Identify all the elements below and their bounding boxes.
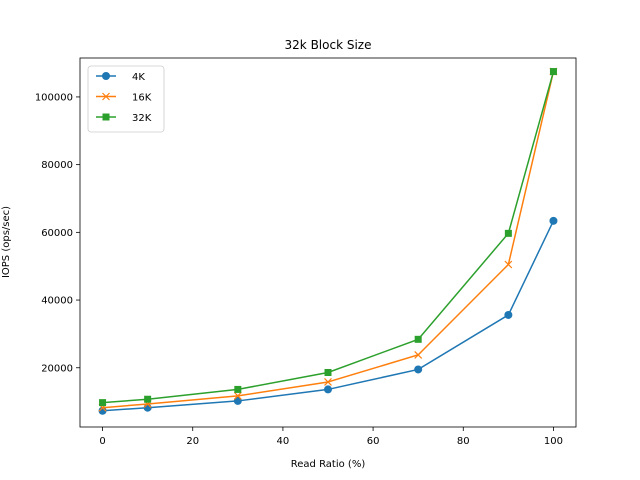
data-point-32k bbox=[144, 395, 152, 403]
y-tick-label: 20000 bbox=[41, 363, 73, 374]
plot-area: 0 20 40 60 80 100 20000 40000 60000 80000 100000 bbox=[35, 67, 563, 447]
data-point-16k bbox=[504, 260, 513, 269]
x-tick-label: 100 bbox=[544, 436, 563, 447]
legend: 4K 16K 32K bbox=[87, 65, 165, 133]
data-point-32k bbox=[549, 68, 557, 76]
data-point-32k bbox=[504, 229, 512, 237]
x-tick-label: 80 bbox=[457, 436, 470, 447]
y-tick-label: 100000 bbox=[35, 92, 73, 103]
data-point-4k bbox=[98, 406, 107, 415]
legend-label-4k: 4K bbox=[132, 72, 145, 83]
data-point-32k bbox=[414, 335, 422, 343]
data-point-32k bbox=[324, 368, 332, 376]
data-point-16k bbox=[233, 391, 242, 400]
data-point-16k bbox=[324, 378, 332, 386]
data-point-32k bbox=[234, 385, 242, 393]
data-point-4k bbox=[549, 216, 558, 225]
data-point-4k bbox=[233, 396, 242, 405]
data-point-32k bbox=[99, 399, 107, 407]
x-tick-label: 60 bbox=[367, 436, 380, 447]
legend-label-16k: 16K bbox=[132, 93, 152, 104]
data-point-4k bbox=[414, 365, 423, 374]
data-point-16k bbox=[414, 350, 423, 359]
chart-title: 32k Block Size bbox=[285, 38, 372, 52]
axes-frame bbox=[79, 57, 577, 428]
x-tick-label: 40 bbox=[277, 436, 290, 447]
data-point-4k bbox=[324, 385, 332, 394]
legend-marker-32k bbox=[102, 113, 110, 121]
legend-label-32k: 32K bbox=[132, 113, 152, 124]
x-tick-label: 20 bbox=[186, 436, 199, 447]
data-point-4k bbox=[504, 310, 513, 319]
y-axis-label: IOPS (ops/sec) bbox=[1, 206, 12, 278]
y-tick-label: 60000 bbox=[41, 228, 73, 239]
legend-marker-4k bbox=[102, 72, 110, 80]
legend-marker-16k bbox=[102, 92, 110, 101]
x-axis-label: Read Ratio (%) bbox=[291, 459, 366, 470]
y-tick-label: 80000 bbox=[41, 160, 73, 171]
y-tick-label: 40000 bbox=[41, 296, 73, 307]
x-tick-label: 0 bbox=[99, 436, 105, 447]
